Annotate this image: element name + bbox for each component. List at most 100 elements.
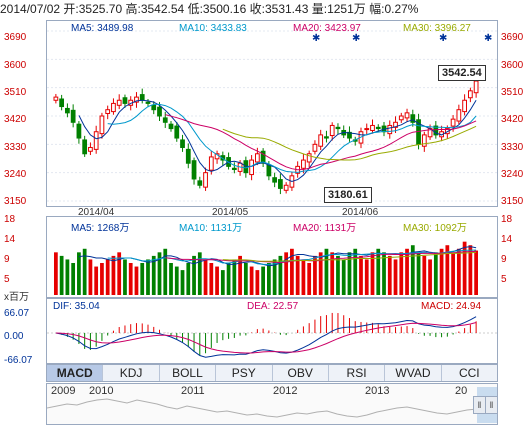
candle-body <box>220 155 226 161</box>
tab-wvad[interactable]: WVAD <box>385 365 442 381</box>
tab-boll[interactable]: BOLL <box>160 365 217 381</box>
volume-bar <box>336 255 340 295</box>
volume-bar <box>169 263 173 295</box>
candle-body <box>329 124 335 137</box>
volume-bar <box>203 259 208 295</box>
volume-bar <box>428 259 432 295</box>
tab-macd[interactable]: MACD <box>47 365 104 381</box>
volume-bar <box>71 263 76 295</box>
macd-chart-panel[interactable]: DIF: 35.04 DEA: 22.57 MACD: 24.94 <box>46 298 498 364</box>
volume-bar <box>422 255 427 295</box>
candle-body <box>473 80 479 94</box>
macd-ytick-left: 0.00 <box>4 331 24 342</box>
price-ytick-left: 3690 <box>4 32 27 43</box>
volume-bar <box>123 259 127 295</box>
dea-legend: DEA: 22.57 <box>247 301 299 312</box>
volume-bar <box>267 263 271 295</box>
tab-cci[interactable]: CCI <box>458 366 480 380</box>
price-ytick-left: 3150 <box>4 196 27 207</box>
volume-bar <box>82 248 87 295</box>
high-price-callout: 3542.54 <box>438 65 486 81</box>
volume-bar <box>347 252 352 295</box>
volume-bar <box>462 241 467 295</box>
close-label: 收: <box>249 2 265 16</box>
volume-bar <box>456 248 461 295</box>
timeline-navigator[interactable]: 2009 2010 2011 2012 2013 20 ‖ ‖ <box>46 383 498 425</box>
candle-body <box>122 97 128 104</box>
candle-body <box>203 172 208 188</box>
candle-body <box>197 180 203 186</box>
dif-legend: DIF: 35.04 <box>53 301 100 312</box>
candle-body <box>174 125 180 139</box>
candle-body <box>139 94 145 101</box>
volume-bar <box>307 263 312 295</box>
candle-body <box>65 107 70 114</box>
ma5-legend: MA5: 3489.98 <box>71 23 134 34</box>
volume-bar <box>255 270 260 295</box>
volume-bar <box>301 259 306 295</box>
x-date-label: 2014/05 <box>212 207 249 218</box>
tab-rsi[interactable]: RSI <box>329 365 386 381</box>
price-ytick-right: 3240 <box>501 169 524 180</box>
price-ytick-left: 3510 <box>4 87 27 98</box>
nav-year-label: 2012 <box>273 385 298 397</box>
low-price-callout: 3180.61 <box>324 187 372 203</box>
indicator-tabs: MACD KDJ BOLL PSY OBV RSI WVAD CCI <box>46 364 498 382</box>
volume-bar <box>232 259 237 295</box>
candle-body <box>93 131 99 150</box>
ma10-line <box>107 103 477 173</box>
volume-bar <box>445 245 450 295</box>
candle-body <box>111 102 116 113</box>
candle-body <box>318 134 324 147</box>
volume-bar <box>416 252 421 295</box>
candle-body <box>134 96 139 103</box>
volume-bar <box>399 252 404 295</box>
volume-bar <box>313 255 317 295</box>
price-ytick-right: 3600 <box>501 60 524 71</box>
vol-ytick-left: 14 <box>4 234 16 245</box>
nav-year-label: 2009 <box>51 385 76 397</box>
volume-bar <box>393 259 398 295</box>
price-chart-panel[interactable]: ✱ ✱ ✱ ✱ MA5: 3489.98 MA10: 3433.83 MA20: 34… <box>46 20 498 207</box>
nav-right-handle[interactable]: ‖ <box>485 396 498 414</box>
volume-bar <box>376 248 381 295</box>
volume-value: 1251万 <box>327 2 366 16</box>
event-marker-icon: ✱ <box>439 33 447 44</box>
candle-body <box>180 139 185 148</box>
event-marker-icon: ✱ <box>352 33 360 44</box>
macd-chart-svg[interactable] <box>47 299 497 363</box>
candle-body <box>105 109 111 114</box>
change-label: 幅: <box>369 2 385 16</box>
macd-ytick-left: 66.07 <box>4 308 30 319</box>
ma30-line <box>222 125 477 161</box>
candle-body <box>185 148 191 164</box>
dif-line <box>55 316 477 358</box>
dea-line <box>55 322 477 354</box>
nav-year-label: 2013 <box>365 385 390 397</box>
volume-chart-svg[interactable] <box>47 217 497 297</box>
volume-chart-panel[interactable]: MA5: 1268万 MA10: 1131万 MA20: 1131万 MA30:… <box>46 216 498 298</box>
price-chart-svg[interactable]: ✱ ✱ ✱ ✱ <box>47 21 497 206</box>
candle-body <box>266 164 272 177</box>
vol-ma20-line <box>165 250 477 264</box>
volume-bar <box>220 270 225 295</box>
candle-body <box>324 136 329 139</box>
close-value: 3531.43 <box>264 2 309 16</box>
volume-bar <box>359 255 363 295</box>
candle-body <box>272 177 278 183</box>
vol-ytick-left: 5 <box>4 274 10 285</box>
tab-kdj[interactable]: KDJ <box>103 365 160 381</box>
candle-body <box>162 117 168 123</box>
volume-bar <box>77 252 81 295</box>
volume-bar <box>353 248 358 295</box>
candle-body <box>208 156 214 171</box>
vol-ytick-left: 9 <box>4 254 10 265</box>
volume-bar <box>324 248 329 295</box>
volume-bar <box>65 259 70 295</box>
price-ytick-right: 3330 <box>501 142 524 153</box>
volume-bar <box>146 259 150 295</box>
tab-psy[interactable]: PSY <box>216 365 273 381</box>
price-ytick-right: 3150 <box>501 196 524 207</box>
volume-bar <box>88 259 93 295</box>
tab-obv[interactable]: OBV <box>273 365 329 381</box>
